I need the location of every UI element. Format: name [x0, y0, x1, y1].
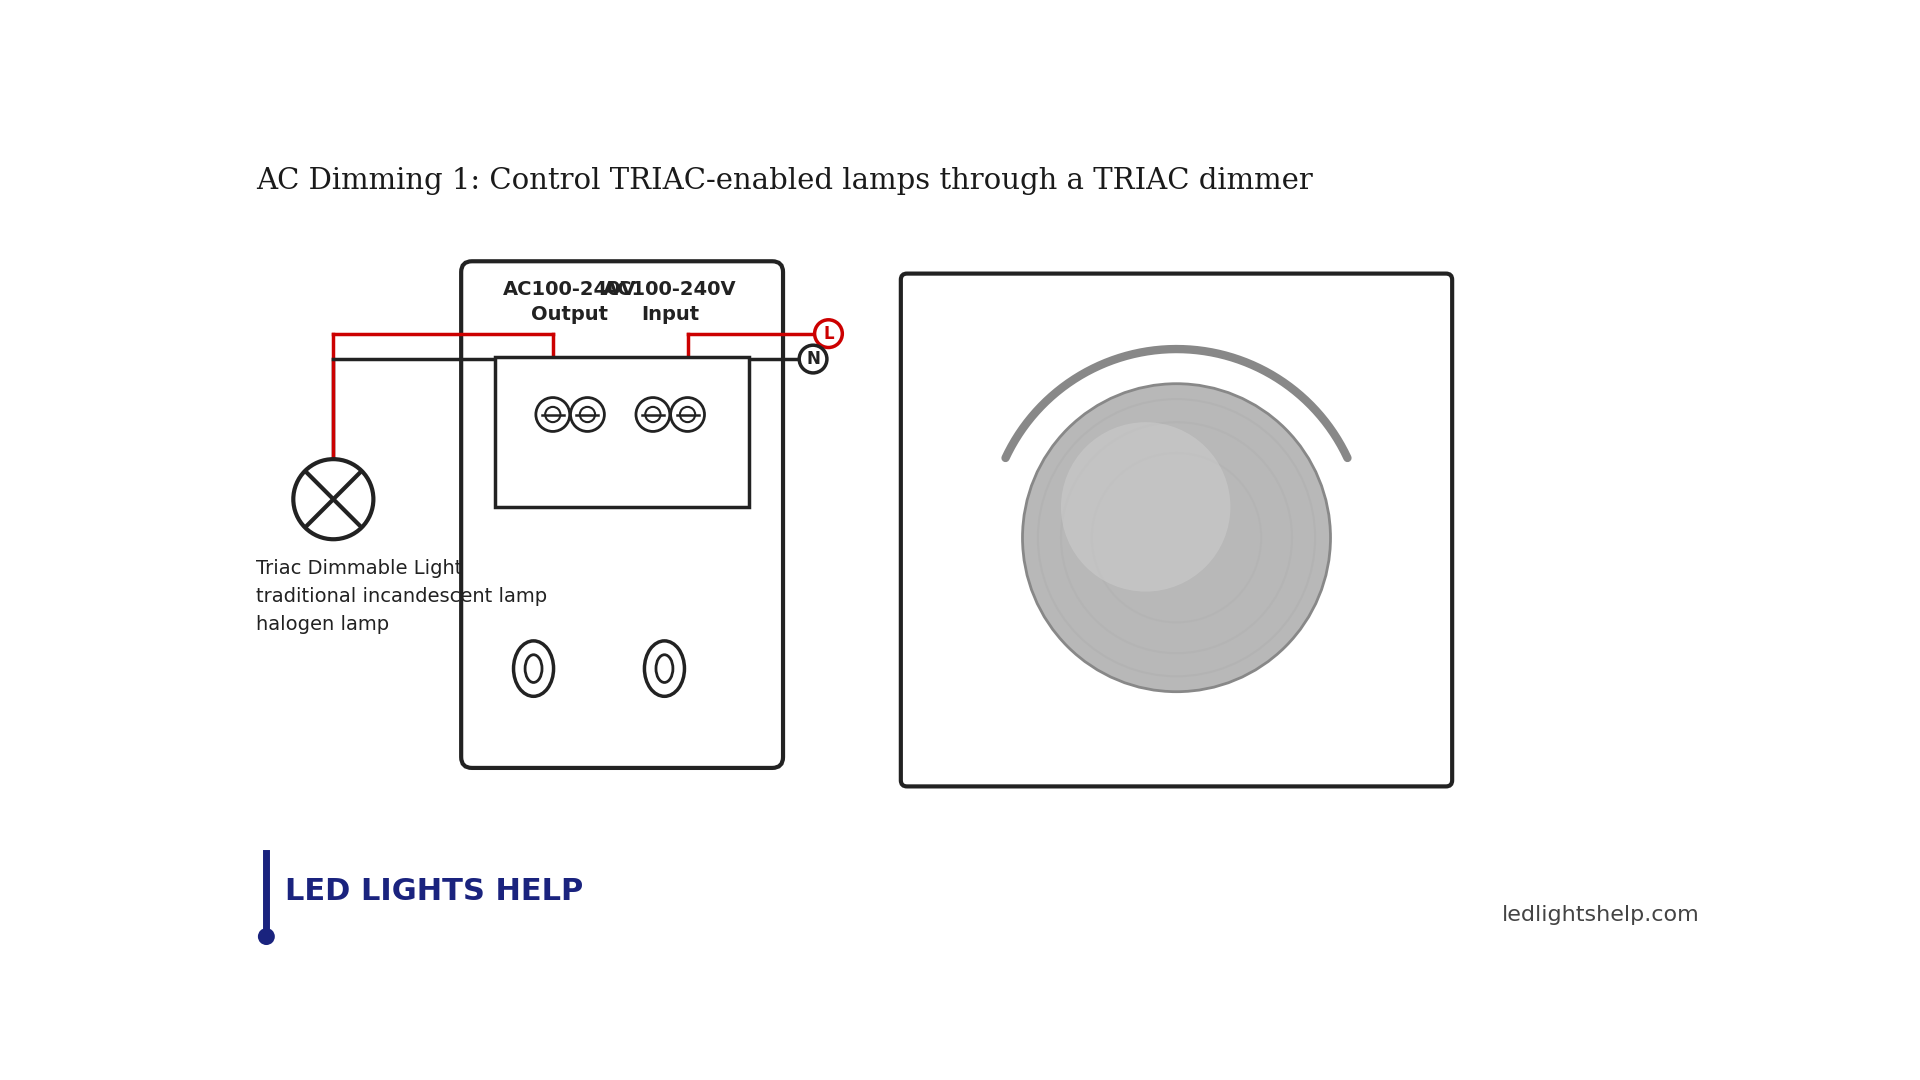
Circle shape — [645, 407, 660, 422]
Circle shape — [636, 397, 670, 431]
Ellipse shape — [513, 640, 553, 697]
Text: ledlightshelp.com: ledlightshelp.com — [1501, 905, 1699, 924]
Text: N: N — [806, 350, 820, 368]
Circle shape — [814, 320, 843, 348]
Circle shape — [670, 397, 705, 431]
Text: Triac Dimmable Light
traditional incandescent lamp
halogen lamp: Triac Dimmable Light traditional incande… — [257, 559, 547, 634]
Text: AC100-240V
Output: AC100-240V Output — [503, 280, 637, 324]
Circle shape — [536, 397, 570, 431]
Ellipse shape — [645, 640, 684, 697]
Ellipse shape — [524, 654, 541, 683]
Circle shape — [680, 407, 695, 422]
Circle shape — [570, 397, 605, 431]
Ellipse shape — [657, 654, 672, 683]
Circle shape — [545, 407, 561, 422]
Circle shape — [799, 346, 828, 373]
FancyBboxPatch shape — [900, 273, 1452, 786]
Circle shape — [294, 459, 372, 539]
Text: L: L — [824, 325, 833, 342]
Circle shape — [1023, 383, 1331, 691]
FancyBboxPatch shape — [461, 261, 783, 768]
Text: AC100-240V
Input: AC100-240V Input — [603, 280, 737, 324]
Circle shape — [580, 407, 595, 422]
Bar — [495, 356, 749, 507]
Circle shape — [1062, 422, 1231, 592]
Circle shape — [257, 928, 275, 945]
Text: LED LIGHTS HELP: LED LIGHTS HELP — [284, 877, 584, 906]
Text: AC Dimming 1: Control TRIAC-enabled lamps through a TRIAC dimmer: AC Dimming 1: Control TRIAC-enabled lamp… — [257, 166, 1313, 194]
